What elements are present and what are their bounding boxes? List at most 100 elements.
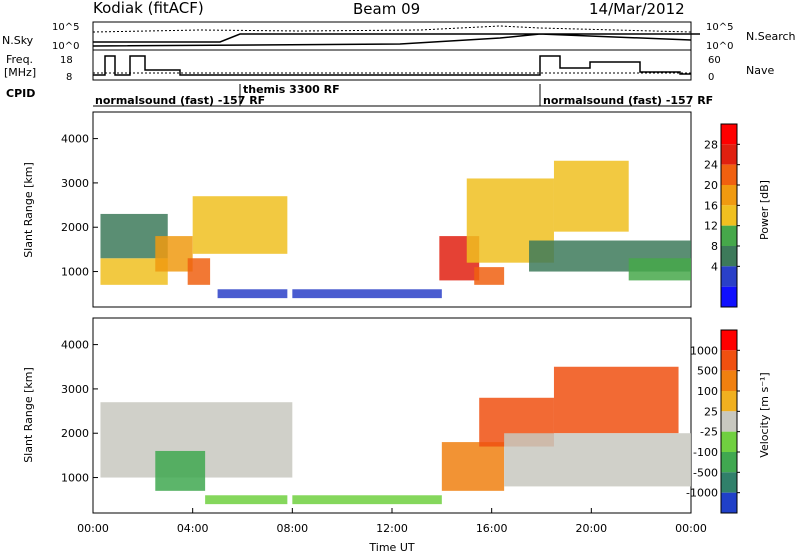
date-title: 14/Mar/2012 [589,0,685,18]
velocity-feature-7 [504,433,691,487]
velocity-panel: 1000 2000 3000 4000 Slant Range [km] 1000 50… [22,317,771,514]
freq-trace [93,55,691,76]
velocity-cbar-tick-label-2: 100 [697,385,718,398]
velocity-cbar-tick-label-3: 25 [704,405,718,418]
cpid-label: CPID [6,87,35,100]
velocity-feature-4 [441,442,505,491]
time-axis-tick-label-5: 20:00 [575,522,607,535]
nave-tick-low: 0 [708,72,714,83]
velocity-cbar-frame [720,329,738,514]
time-axis-label: Time UT [368,541,414,554]
station-title: Kodiak (fitACF) [93,0,204,17]
power-panel: 1000 2000 3000 4000 Slant Range [km] 28 24 20… [22,111,771,308]
power-cbar-tick-label-0: 28 [704,138,718,151]
power-feature-4 [187,258,211,285]
nsearch-label: N.Search [746,30,796,43]
velocity-features [100,366,691,505]
velocity-ytick-label-3: 4000 [61,339,89,352]
power-ytick-label-3: 4000 [61,133,89,146]
power-cbar-tick-label-4: 12 [704,220,718,233]
velocity-cbar-swatch-6 [721,452,737,473]
power-feature-10 [553,160,629,232]
power-feature-2 [155,236,193,272]
power-ylabel: Slant Range [km] [22,162,35,258]
beam-title: Beam 09 [353,0,420,18]
power-feature-8 [474,267,505,285]
time-axis: 00:00 04:00 08:00 12:00 16:00 20:00 00:00 [77,508,707,535]
freq-tick-high: 18 [60,55,73,66]
time-axis-tick-label-3: 12:00 [376,522,408,535]
velocity-cbar-swatch-8 [721,492,737,513]
power-cbar-tick-label-3: 16 [704,199,718,212]
nsky-trace [92,33,700,47]
nsky-label: N.Sky [2,34,34,47]
velocity-feature-1 [155,450,206,491]
velocity-cbar-swatch-5 [721,431,737,452]
velocity-ytick-label-1: 2000 [61,427,89,440]
summary-panels: N.Sky Freq. [MHz] CPID 10^5 10^0 18 8 10… [2,21,796,107]
nave-tick-high: 60 [708,55,721,66]
velocity-ytick-label-0: 1000 [61,472,89,485]
velocity-feature-6 [553,366,679,434]
velocity-cbar-swatch-3 [721,391,737,412]
power-cbar-swatch-8 [721,286,737,307]
velocity-cbar-swatch-1 [721,350,737,371]
power-cbar-swatch-5 [721,225,737,246]
power-feature-6 [292,289,442,299]
power-cbar-swatch-6 [721,246,737,267]
power-feature-3 [192,196,288,254]
time-axis-tick-label-0: 00:00 [77,522,109,535]
cpid-label-1: normalsound (fast) -157 RF [95,94,265,107]
velocity-cbar-tick-label-6: -500 [693,466,718,479]
power-cbar-tick-label-5: 8 [711,240,718,253]
velocity-cbar-swatch-2 [721,370,737,391]
nsky-tick-low: 10^0 [52,41,79,52]
time-axis-tick-label-4: 16:00 [476,522,508,535]
velocity-cbar-tick-label-4: -25 [700,426,718,439]
power-cbar-swatch-1 [721,144,737,165]
cpid-label-3: normalsound (fast) -157 RF [543,94,713,107]
power-cbar-swatch-3 [721,185,737,206]
power-ytick-label-2: 3000 [61,177,89,190]
power-ytick-label-0: 1000 [61,266,89,279]
velocity-cbar-tick-label-0: 1000 [690,344,718,357]
velocity-colorbar: 1000 500 100 25 -25 -100 -500 -1000 [686,329,740,514]
mhz-label: [MHz] [4,66,36,79]
velocity-cbar-swatch-4 [721,411,737,432]
velocity-yticks: 1000 2000 3000 4000 [61,339,98,485]
time-axis-tick-label-1: 04:00 [177,522,209,535]
velocity-ytick-label-2: 3000 [61,383,89,396]
power-cbar-swatch-7 [721,266,737,287]
power-feature-12 [628,258,691,281]
nave-label: Nave [746,64,774,77]
time-axis-tick-label-2: 08:00 [276,522,308,535]
velocity-ylabel: Slant Range [km] [22,367,35,463]
velocity-cbar-tick-label-5: -100 [693,446,718,459]
power-cbar-swatch-0 [721,124,737,145]
nsky-tick-high: 10^5 [52,22,79,33]
time-axis-tick-label-6: 00:00 [675,522,707,535]
power-feature-5 [217,289,288,299]
freq-label: Freq. [6,53,33,66]
velocity-cbar-swatch-0 [721,330,737,351]
nsearch-tick-high: 10^5 [706,22,733,33]
velocity-cbar-tick-label-1: 500 [697,365,718,378]
power-cbar-frame [720,123,738,308]
power-cbar-swatch-2 [721,164,737,185]
velocity-cbar-tick-label-7: -1000 [686,487,718,500]
power-cbar-swatch-4 [721,205,737,226]
velocity-cbar-label: Velocity [m s⁻¹] [758,372,771,457]
power-yticks: 1000 2000 3000 4000 [61,133,98,279]
power-colorbar: 28 24 20 16 12 8 4 [704,123,740,308]
freq-panel [92,49,692,81]
freq-tick-low: 8 [66,72,72,83]
power-cbar-tick-label-1: 24 [704,159,718,172]
nsearch-tick-low: 10^0 [706,41,733,52]
power-cbar-tick-label-2: 20 [704,179,718,192]
power-cbar-tick-label-6: 4 [711,260,718,273]
velocity-feature-2 [205,495,288,505]
velocity-cbar-swatch-7 [721,472,737,493]
power-cbar-label: Power [dB] [758,180,771,240]
cpid-label-2: themis 3300 RF [243,83,340,96]
